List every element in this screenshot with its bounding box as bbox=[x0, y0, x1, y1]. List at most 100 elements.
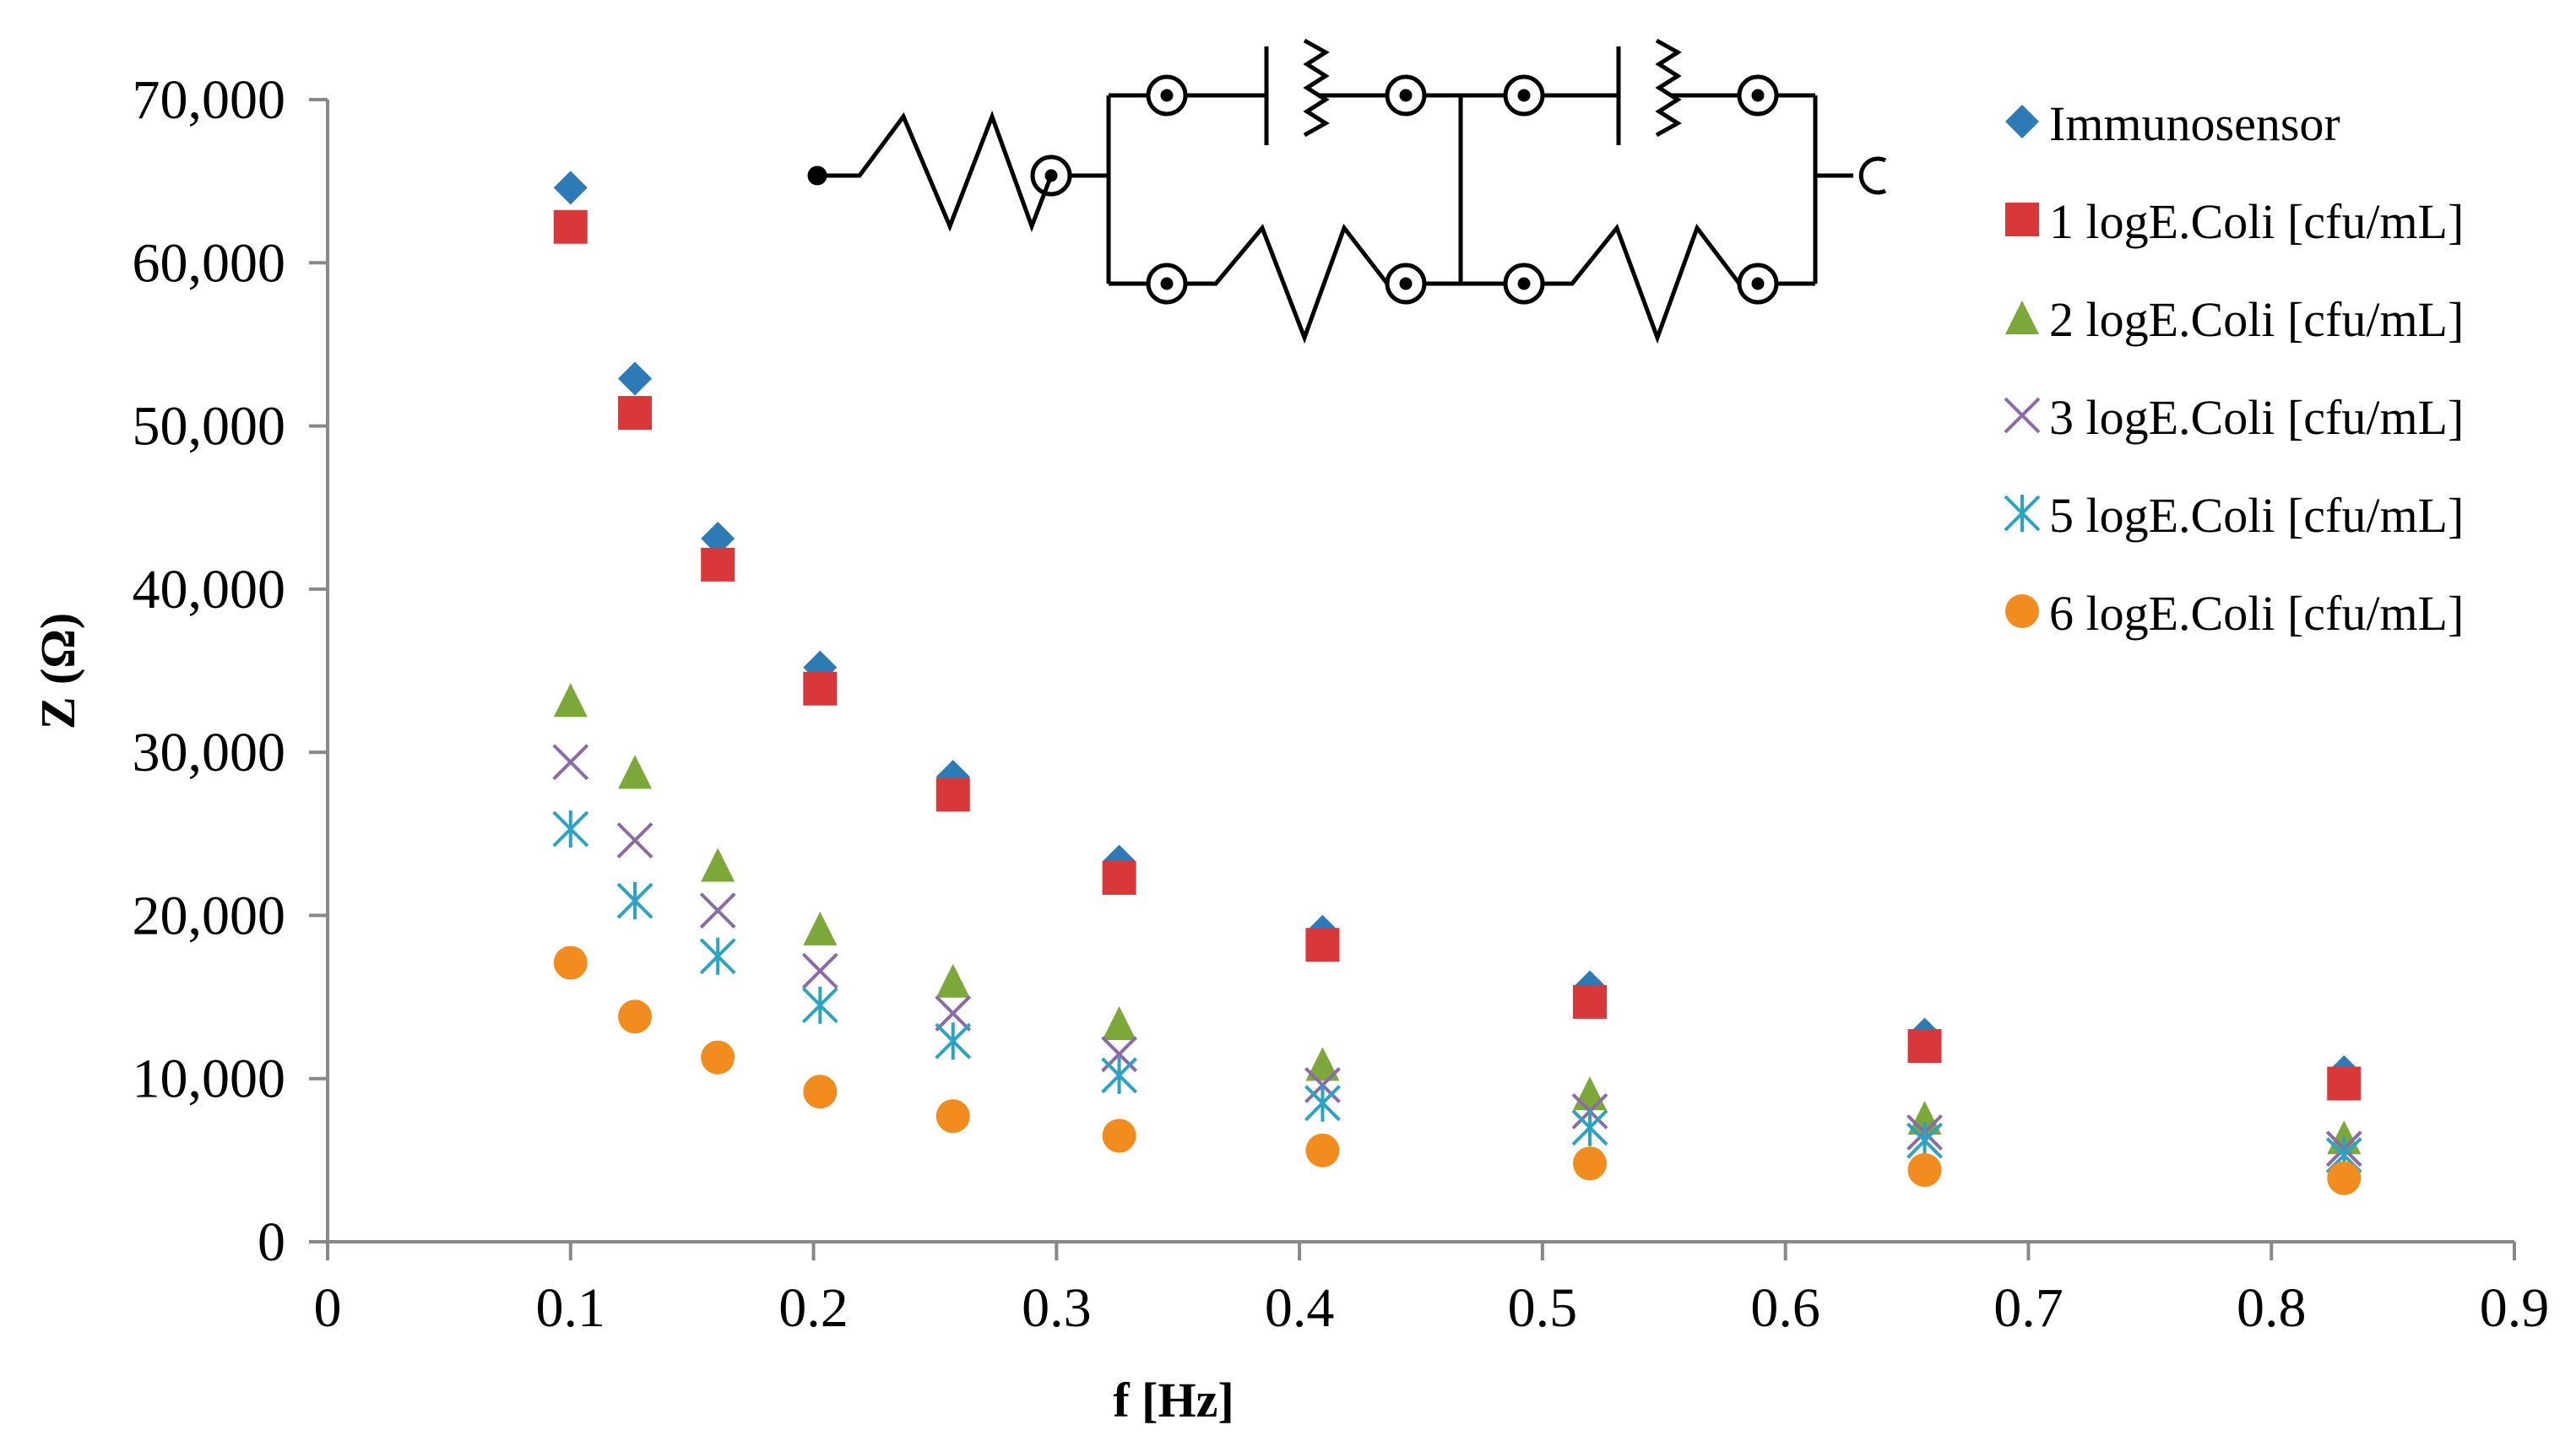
data-point bbox=[803, 911, 838, 945]
legend-item: 1 logE.Coli [cfu/mL] bbox=[2005, 194, 2464, 249]
data-point bbox=[803, 671, 838, 706]
data-point bbox=[552, 810, 589, 848]
data-point bbox=[553, 945, 588, 980]
y-tick-label: 60,000 bbox=[133, 232, 286, 294]
data-point bbox=[801, 952, 838, 989]
circuit-node bbox=[1503, 263, 1545, 305]
data-point bbox=[935, 1099, 970, 1134]
data-point bbox=[935, 963, 970, 998]
data-point bbox=[618, 1000, 653, 1034]
data-point bbox=[553, 171, 588, 205]
circuit-node bbox=[1503, 74, 1545, 116]
data-points bbox=[552, 171, 2362, 1195]
y-tick-label: 50,000 bbox=[133, 396, 286, 458]
legend-marker bbox=[2005, 203, 2039, 236]
legend: Immunosensor 1 logE.Coli [cfu/mL] 2 logE.C… bbox=[2004, 96, 2464, 641]
data-point bbox=[701, 521, 735, 555]
data-point bbox=[553, 683, 588, 718]
data-point bbox=[1573, 1076, 1608, 1111]
data-point bbox=[1304, 1084, 1341, 1122]
circuit-node bbox=[1146, 263, 1188, 305]
circuit-terminal-left bbox=[807, 165, 827, 186]
series-6 bbox=[553, 945, 2362, 1195]
data-point bbox=[1102, 860, 1136, 895]
y-axis-title: Z (Ω) bbox=[30, 613, 85, 729]
data-point bbox=[801, 986, 838, 1024]
data-point bbox=[701, 547, 735, 582]
x-tick-label: 0.5 bbox=[1508, 1277, 1578, 1339]
data-point bbox=[553, 209, 588, 244]
legend-marker bbox=[2005, 594, 2039, 628]
data-point bbox=[616, 882, 653, 920]
data-point bbox=[1571, 1108, 1608, 1146]
legend-marker bbox=[2004, 495, 2041, 532]
data-point bbox=[1102, 1119, 1136, 1153]
legend-label: 1 logE.Coli [cfu/mL] bbox=[2049, 194, 2464, 249]
legend-item: 3 logE.Coli [cfu/mL] bbox=[2004, 390, 2464, 445]
x-tick-label: 0.4 bbox=[1265, 1277, 1335, 1339]
data-point bbox=[699, 937, 736, 975]
circuit-resistor bbox=[1543, 223, 1741, 344]
circuit-node bbox=[1737, 74, 1779, 116]
y-tick-label: 10,000 bbox=[133, 1048, 286, 1110]
circuit-cpe-resistor bbox=[1303, 38, 1330, 138]
legend-item: 5 logE.Coli [cfu/mL] bbox=[2004, 488, 2464, 543]
axes bbox=[326, 100, 2514, 1243]
data-point bbox=[1101, 1056, 1137, 1094]
legend-label: 3 logE.Coli [cfu/mL] bbox=[2049, 390, 2464, 445]
y-tick-label: 40,000 bbox=[133, 559, 286, 620]
x-tick-label: 0.2 bbox=[778, 1277, 849, 1339]
y-tick-label: 0 bbox=[258, 1211, 285, 1273]
data-point bbox=[935, 994, 972, 1032]
legend-item: 2 logE.Coli [cfu/mL] bbox=[2005, 292, 2464, 347]
y-tick-label: 30,000 bbox=[133, 722, 286, 783]
circuit-node bbox=[1385, 74, 1427, 116]
x-tick-label: 0.6 bbox=[1750, 1277, 1820, 1339]
data-point bbox=[1906, 1122, 1943, 1160]
x-tick-label: 0.8 bbox=[2237, 1277, 2307, 1339]
legend-marker bbox=[2004, 397, 2041, 434]
series-2 bbox=[553, 209, 2362, 1101]
data-point bbox=[701, 848, 735, 882]
x-tick-label: 0.3 bbox=[1022, 1277, 1092, 1339]
circuit-node bbox=[1385, 263, 1427, 305]
data-point bbox=[1573, 984, 1608, 1019]
legend-marker bbox=[2005, 301, 2039, 334]
circuit-node bbox=[1030, 154, 1072, 197]
data-point bbox=[1573, 1146, 1608, 1181]
x-tick-labels: 0 0.1 0.2 0.3 0.4 0.5 0.6 0.7 0.8 0.9 bbox=[314, 1242, 2550, 1339]
data-point bbox=[618, 755, 653, 789]
x-tick-label: 0 bbox=[314, 1277, 342, 1339]
data-point bbox=[616, 822, 653, 859]
y-tick-label: 70,000 bbox=[133, 69, 286, 131]
data-point bbox=[701, 1040, 735, 1075]
data-point bbox=[1907, 1029, 1942, 1064]
legend-label: Immunosensor bbox=[2049, 96, 2340, 151]
circuit-series-resistor bbox=[825, 110, 1054, 233]
data-point bbox=[1102, 1005, 1136, 1040]
data-point bbox=[935, 1022, 972, 1060]
x-tick-label: 0.7 bbox=[1993, 1277, 2064, 1339]
circuit-resistor bbox=[1185, 223, 1389, 344]
circuit-node bbox=[1737, 263, 1779, 305]
x-tick-label: 0.9 bbox=[2480, 1277, 2550, 1339]
data-point bbox=[618, 361, 653, 396]
legend-marker bbox=[2005, 105, 2039, 138]
legend-item: Immunosensor bbox=[2005, 96, 2340, 151]
data-point bbox=[1305, 1133, 1340, 1168]
data-point bbox=[2327, 1066, 2362, 1101]
circuit-cpe-resistor bbox=[1655, 38, 1682, 138]
legend-label: 6 logE.Coli [cfu/mL] bbox=[2049, 586, 2464, 641]
data-point bbox=[1305, 1047, 1340, 1081]
legend-item: 6 logE.Coli [cfu/mL] bbox=[2005, 586, 2464, 641]
y-tick-labels: 0 10,000 20,000 30,000 40,000 50,000 60,000 70,… bbox=[133, 69, 328, 1273]
data-point bbox=[2327, 1161, 2362, 1195]
data-point bbox=[935, 777, 970, 812]
data-point bbox=[552, 744, 589, 781]
data-point bbox=[618, 396, 653, 431]
circuit-diagram bbox=[807, 38, 1887, 344]
data-point bbox=[699, 892, 736, 929]
circuit-terminal-right bbox=[1858, 156, 1887, 195]
y-tick-label: 20,000 bbox=[133, 885, 286, 946]
